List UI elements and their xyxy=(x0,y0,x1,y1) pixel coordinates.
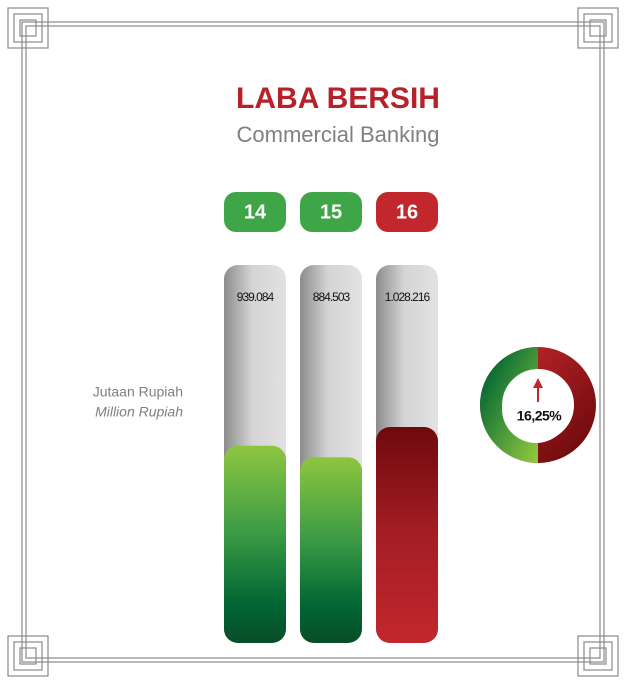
bar xyxy=(224,446,286,643)
x-tick-label: 15 xyxy=(320,201,342,223)
value-label: 884.503 xyxy=(313,290,351,304)
chart-subtitle: Commercial Banking xyxy=(237,122,440,147)
bar xyxy=(376,427,438,643)
x-tick-label: 14 xyxy=(244,201,267,223)
chart: LABA BERSIH Commercial Banking Jutaan Ru… xyxy=(0,0,626,683)
value-label: 939.084 xyxy=(237,290,275,304)
y-label-en: Million Rupiah xyxy=(95,404,183,420)
y-label: Jutaan Rupiah xyxy=(93,384,183,400)
growth-label: 16,25% xyxy=(517,408,563,424)
growth-ring xyxy=(491,358,585,452)
value-label: 1.028.216 xyxy=(385,290,431,304)
bar xyxy=(300,457,362,643)
chart-title: LABA BERSIH xyxy=(236,82,440,115)
x-tick-label: 16 xyxy=(396,201,418,223)
